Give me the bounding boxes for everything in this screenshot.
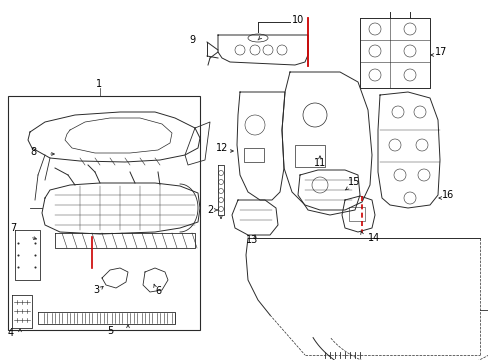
Bar [244,148,264,162]
Text: 5: 5 [107,326,113,336]
Bar [294,145,325,167]
Text: 17: 17 [434,47,447,57]
Text: 3: 3 [93,285,99,295]
Text: 8: 8 [30,147,36,157]
Text: 7: 7 [10,223,16,233]
Text: 2: 2 [206,205,213,215]
Text: 15: 15 [347,177,360,187]
Text: 13: 13 [245,235,258,245]
Text: 4: 4 [8,328,14,338]
Bar [348,207,364,221]
Text: 9: 9 [188,35,195,45]
Text: 1: 1 [96,79,102,89]
Text: 6: 6 [155,286,161,296]
Bar [8,96,200,330]
Text: 16: 16 [441,190,453,200]
Text: 12: 12 [215,143,227,153]
Text: 11: 11 [313,158,325,168]
Text: 10: 10 [291,15,304,25]
Text: 14: 14 [367,233,380,243]
